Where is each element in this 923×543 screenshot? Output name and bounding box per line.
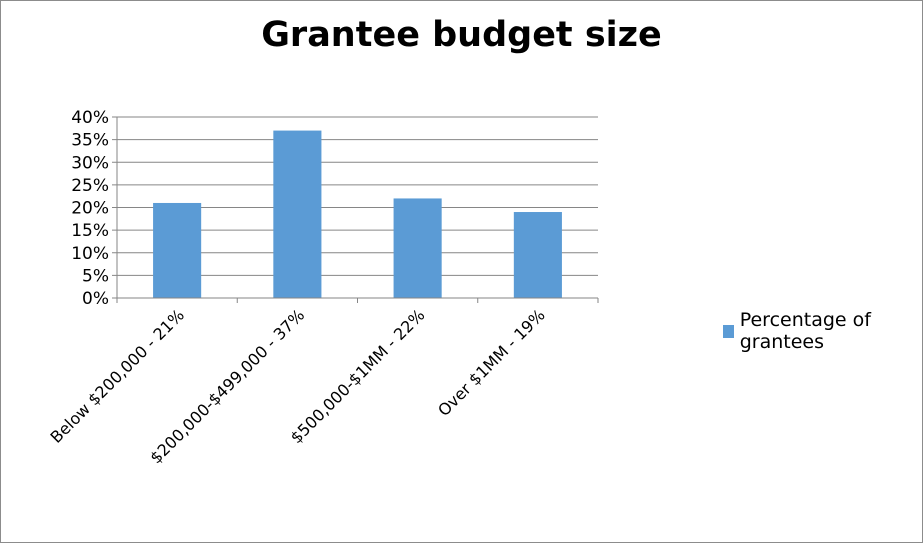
y-tick-label: 20% (71, 199, 109, 219)
y-tick-label: 25% (71, 176, 109, 196)
axes (116, 117, 599, 303)
y-tick-label: 15% (71, 221, 109, 241)
bar (393, 198, 442, 298)
legend-swatch (723, 324, 734, 338)
y-axis-tick-labels: 0% 5%10% 15%20% 25% 30%35% 40% (71, 108, 109, 309)
chart-title: Grantee budget size (261, 15, 662, 55)
y-tick-label: 0% (82, 289, 109, 309)
y-tick-label: 40% (71, 108, 109, 128)
legend: Percentage of grantees (723, 309, 922, 353)
y-tick-label: 35% (71, 131, 109, 151)
bars (153, 130, 562, 298)
y-tick-label: 10% (71, 244, 109, 264)
bar (153, 202, 202, 298)
x-category-label: Over $1MM - 19% (434, 305, 549, 420)
y-tick-label: 30% (71, 153, 109, 173)
x-axis-category-labels: Below $200,000 - 21%$200,000-$499,000 - … (46, 305, 548, 467)
bar (513, 212, 562, 298)
x-category-label: $500,000-$1MM - 22% (287, 305, 429, 447)
y-tick-label: 5% (82, 266, 109, 286)
legend-label: Percentage of grantees (739, 309, 871, 353)
bar (273, 130, 322, 298)
x-category-label: Below $200,000 - 21% (46, 305, 187, 446)
